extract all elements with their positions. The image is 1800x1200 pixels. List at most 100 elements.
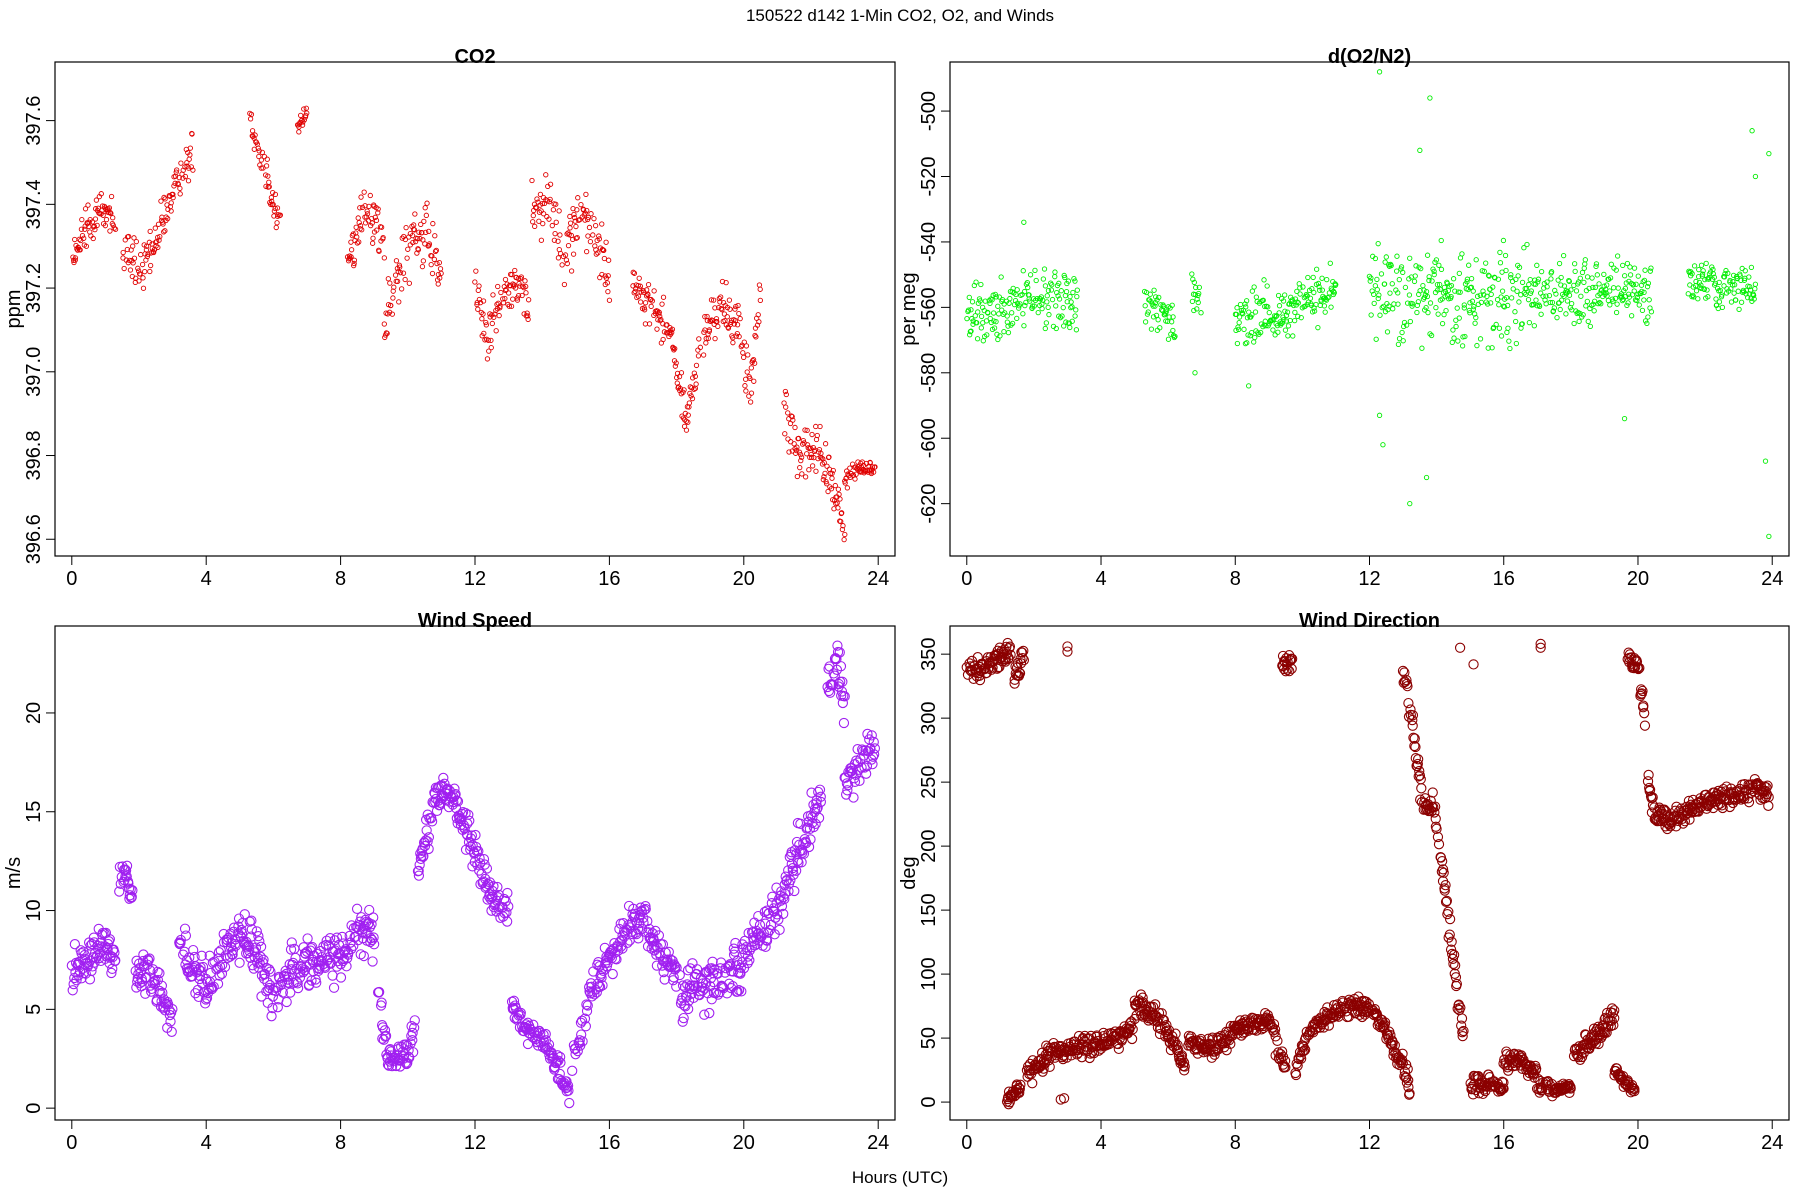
- data-point: [98, 191, 104, 197]
- data-point: [778, 908, 789, 920]
- data-point: [1591, 308, 1597, 314]
- data-point: [1390, 306, 1396, 312]
- data-point: [506, 303, 512, 309]
- data-point: [1404, 1088, 1415, 1099]
- data-point: [985, 310, 991, 316]
- data-point: [131, 235, 137, 241]
- data-point: [495, 283, 501, 290]
- data-point: [1719, 304, 1726, 311]
- data-point: [726, 297, 733, 303]
- data-point: [1615, 285, 1621, 291]
- data-point: [498, 289, 504, 296]
- data-point: [1689, 270, 1695, 277]
- data-point: [1156, 294, 1162, 301]
- data-point: [814, 784, 826, 795]
- data-point: [837, 496, 843, 502]
- data-point: [1601, 271, 1607, 278]
- data-point: [356, 220, 362, 226]
- data-point: [601, 247, 607, 254]
- data-point: [1693, 288, 1700, 294]
- data-point: [414, 236, 421, 242]
- y-tick-label: -560: [918, 287, 940, 327]
- data-point: [401, 1058, 412, 1070]
- data-point: [1252, 309, 1259, 315]
- data-point: [364, 208, 370, 214]
- data-point: [285, 944, 297, 955]
- data-point: [1158, 302, 1164, 308]
- data-point: [1459, 343, 1466, 349]
- data-point: [570, 1049, 581, 1060]
- data-point: [1433, 257, 1440, 263]
- data-point: [1378, 271, 1385, 277]
- data-point: [1472, 320, 1478, 326]
- data-point: [368, 912, 379, 923]
- data-point: [1752, 286, 1758, 292]
- data-point: [1589, 275, 1595, 281]
- data-point: [331, 932, 343, 943]
- data-point: [188, 944, 199, 956]
- data-point: [72, 236, 78, 243]
- data-point: [704, 1007, 715, 1019]
- data-point: [1297, 285, 1303, 291]
- data-point: [707, 956, 718, 967]
- data-point: [1528, 288, 1534, 294]
- x-tick-label: 12: [1358, 568, 1380, 590]
- data-point: [301, 117, 307, 123]
- data-point: [1699, 271, 1706, 277]
- data-point: [1298, 315, 1304, 321]
- data-point: [1705, 294, 1711, 300]
- data-point: [250, 942, 262, 953]
- data-point: [1025, 284, 1031, 291]
- data-point: [256, 153, 262, 160]
- data-point: [1573, 288, 1580, 294]
- data-point: [1170, 314, 1176, 320]
- data-point: [636, 275, 642, 281]
- data-point: [697, 978, 708, 989]
- data-point: [658, 316, 664, 323]
- data-point: [82, 226, 88, 232]
- data-point: [802, 474, 809, 480]
- data-point: [264, 964, 275, 975]
- data-point: [261, 962, 272, 974]
- data-point: [712, 968, 723, 979]
- data-point: [390, 295, 396, 301]
- y-tick-label: 397.0: [23, 347, 45, 397]
- data-point: [1290, 333, 1296, 339]
- data-point: [1406, 292, 1413, 298]
- x-tick-label: 16: [598, 1132, 620, 1154]
- data-point: [1558, 274, 1564, 281]
- data-point: [1194, 306, 1200, 312]
- panel-title: Wind Direction: [1299, 610, 1440, 632]
- data-point: [837, 697, 848, 709]
- data-point: [76, 947, 87, 959]
- data-point: [829, 475, 835, 481]
- data-point: [206, 983, 218, 995]
- x-tick-label: 20: [1627, 568, 1649, 590]
- data-point: [1427, 787, 1438, 798]
- data-point: [695, 347, 701, 353]
- data-point: [1548, 269, 1555, 275]
- data-point: [246, 931, 257, 942]
- data-point: [131, 255, 138, 261]
- data-point: [532, 223, 538, 229]
- data-point: [274, 205, 281, 211]
- data-point: [274, 220, 280, 226]
- data-point: [110, 215, 116, 221]
- data-point: [1502, 252, 1509, 259]
- data-point: [1505, 325, 1511, 331]
- data-point: [470, 829, 481, 841]
- data-point: [737, 315, 743, 322]
- data-point: [1752, 281, 1759, 287]
- data-point: [1196, 284, 1202, 290]
- data-point: [852, 476, 858, 482]
- data-point: [1289, 297, 1296, 303]
- data-point: [1438, 237, 1444, 244]
- data-point: [723, 279, 729, 286]
- x-tick-label: 4: [201, 568, 212, 590]
- data-point: [311, 977, 322, 988]
- data-point: [995, 303, 1001, 309]
- data-point: [839, 510, 845, 516]
- data-point: [1568, 287, 1574, 293]
- data-point: [716, 295, 723, 302]
- data-point: [590, 232, 596, 238]
